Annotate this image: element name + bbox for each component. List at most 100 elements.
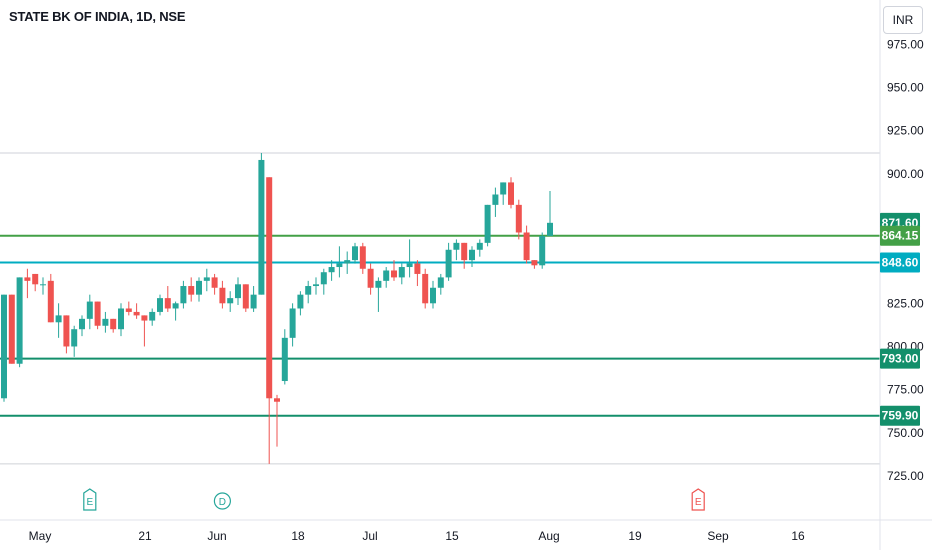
- candle-body: [406, 263, 413, 268]
- candle-body: [398, 267, 405, 278]
- candle: [141, 315, 148, 347]
- candle: [24, 268, 31, 299]
- candle: [336, 246, 343, 278]
- candle: [320, 268, 327, 295]
- candle: [258, 153, 265, 295]
- candle-body: [414, 263, 421, 274]
- candle-body: [40, 284, 46, 286]
- candle: [47, 273, 54, 323]
- candle: [86, 294, 93, 330]
- candle-body: [492, 194, 499, 205]
- candle: [211, 273, 218, 295]
- candle-body: [196, 280, 202, 295]
- candle: [250, 286, 257, 312]
- price-tag-848-60: 848.60: [880, 252, 920, 273]
- candle: [547, 191, 553, 236]
- candle-body: [539, 235, 546, 266]
- candle-body: [422, 273, 429, 304]
- symbol-title: STATE BK OF INDIA, 1D, NSE: [9, 9, 186, 24]
- candle-body: [297, 294, 304, 309]
- candle: [289, 303, 296, 347]
- time-tick-label: 15: [445, 529, 459, 543]
- candle: [55, 303, 62, 338]
- candle: [453, 239, 460, 261]
- candle-body: [250, 294, 257, 309]
- candle: [484, 204, 491, 247]
- candle-body: [515, 204, 522, 233]
- candle-body: [188, 286, 195, 295]
- event-marker-label: E: [86, 497, 93, 508]
- candle-body: [313, 284, 319, 287]
- candle: [125, 301, 132, 316]
- svg-text:793.00: 793.00: [882, 352, 919, 366]
- candle-body: [445, 249, 452, 278]
- time-tick-label: 21: [138, 529, 152, 543]
- candle-body: [118, 308, 124, 330]
- candle-body: [344, 260, 351, 264]
- candle: [149, 308, 156, 326]
- candle-body: [227, 298, 234, 304]
- price-tick-label: 925.00: [887, 124, 924, 138]
- event-marker-label: D: [219, 497, 226, 508]
- candle-body: [266, 177, 273, 399]
- price-tick-label: 975.00: [887, 37, 924, 51]
- candle-body: [437, 277, 444, 288]
- candle: [406, 239, 413, 278]
- candle: [40, 277, 46, 295]
- event-marker-d-icon[interactable]: D: [213, 492, 231, 510]
- candle: [1, 294, 7, 402]
- candle-body: [149, 311, 156, 321]
- candle: [118, 303, 124, 337]
- candle-body: [289, 308, 296, 338]
- candle-body: [219, 287, 226, 304]
- price-tag-759-90: 759.90: [880, 405, 920, 426]
- price-tag-793-00: 793.00: [880, 348, 920, 369]
- candle: [523, 225, 530, 264]
- event-marker-e-icon[interactable]: E: [691, 488, 705, 511]
- candle: [461, 242, 468, 269]
- candle-body: [359, 246, 366, 269]
- candle-body: [320, 272, 327, 285]
- svg-text:848.60: 848.60: [882, 256, 919, 270]
- candle: [110, 318, 117, 333]
- candle: [79, 315, 85, 337]
- currency-button[interactable]: INR: [883, 6, 923, 34]
- candle-body: [63, 315, 70, 347]
- candle: [508, 177, 514, 209]
- candle-body: [274, 398, 280, 402]
- candle-body: [110, 318, 117, 330]
- candle: [32, 273, 39, 292]
- candle: [344, 251, 351, 274]
- candle: [492, 187, 499, 217]
- candle: [227, 291, 234, 312]
- candle-body: [203, 277, 210, 281]
- candle-body: [508, 182, 514, 205]
- price-tick-label: 725.00: [887, 469, 924, 483]
- candle: [469, 246, 475, 268]
- candle-body: [281, 337, 288, 382]
- candles-layer: [1, 153, 553, 464]
- time-tick-label: May: [29, 529, 52, 543]
- candle-body: [547, 222, 553, 236]
- candle: [102, 311, 109, 333]
- candle-body: [8, 294, 15, 364]
- candle: [375, 277, 382, 312]
- candle: [445, 242, 452, 281]
- candle-body: [71, 329, 78, 347]
- candle-body: [24, 277, 31, 281]
- candle: [328, 260, 335, 281]
- candle: [133, 303, 140, 319]
- price-tag-864-15: 864.15: [880, 225, 920, 246]
- candle: [235, 277, 241, 306]
- candle-body: [133, 311, 140, 316]
- candle-body: [86, 301, 93, 319]
- candle: [219, 280, 226, 309]
- candle-body: [305, 286, 312, 295]
- candle: [63, 315, 70, 354]
- time-tick-label: Sep: [707, 529, 729, 543]
- candle: [422, 268, 429, 309]
- event-marker-e-icon[interactable]: E: [83, 488, 97, 511]
